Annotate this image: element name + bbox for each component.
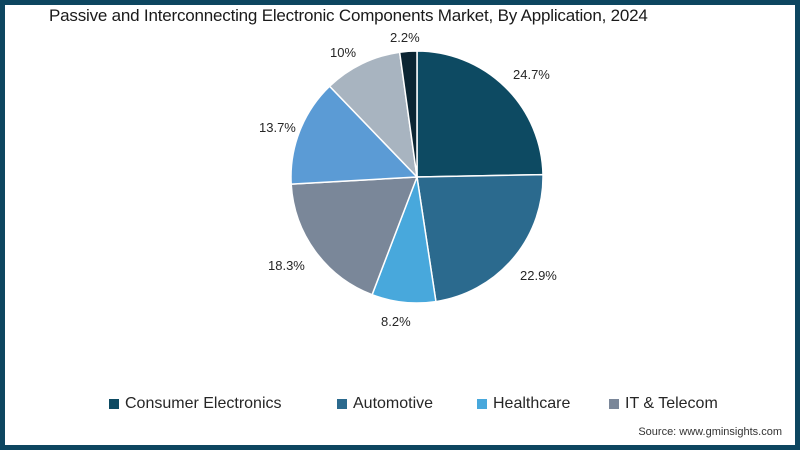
label-13-7: 13.7% xyxy=(259,120,296,135)
slice-automotive xyxy=(416,173,544,303)
legend-swatch-icon xyxy=(477,399,487,409)
legend-label: IT & Telecom xyxy=(625,395,718,412)
slice-consumer-electronics xyxy=(416,50,544,178)
chart-title: Passive and Interconnecting Electronic C… xyxy=(49,6,648,25)
legend: Consumer Electronics Automotive Healthca… xyxy=(0,395,800,415)
slice-10 xyxy=(328,51,418,178)
slice-2-2 xyxy=(398,50,418,178)
legend-label: Automotive xyxy=(353,395,434,412)
label-10: 10% xyxy=(330,45,357,60)
source-note: Source: www.gminsights.com xyxy=(638,426,782,438)
legend-item-consumer-electronics: Consumer Electronics xyxy=(109,395,282,413)
legend-label: Healthcare xyxy=(493,395,571,412)
label-18-3: 18.3% xyxy=(268,258,305,273)
label-8-2: 8.2% xyxy=(381,314,411,329)
legend-swatch-icon xyxy=(109,399,119,409)
label-2-2: 2.2% xyxy=(390,30,420,45)
legend-label: Consumer Electronics xyxy=(125,395,282,412)
legend-item-it-telecom: IT & Telecom xyxy=(609,395,718,413)
label-22-9: 22.9% xyxy=(520,268,557,283)
legend-item-automotive: Automotive xyxy=(337,395,433,413)
legend-swatch-icon xyxy=(337,399,347,409)
legend-swatch-icon xyxy=(609,399,619,409)
legend-item-healthcare: Healthcare xyxy=(477,395,570,413)
slice-it-telecom xyxy=(290,176,418,296)
slice-13-7 xyxy=(290,85,418,185)
label-24-7: 24.7% xyxy=(513,67,550,82)
